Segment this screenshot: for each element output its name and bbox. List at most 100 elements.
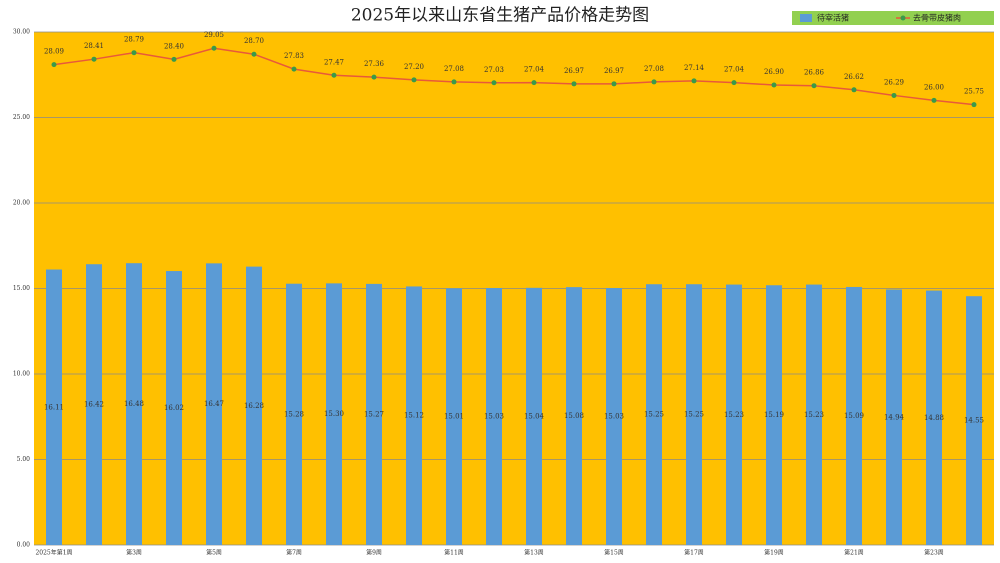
bar-value-label: 16.11 <box>44 403 64 411</box>
bar <box>766 285 782 545</box>
bar <box>606 287 622 545</box>
line-value-label: 27.04 <box>524 66 545 74</box>
bar-value-label: 15.25 <box>684 411 704 419</box>
bar <box>446 288 462 545</box>
line-marker <box>131 50 137 56</box>
bar-value-label: 15.09 <box>844 412 864 420</box>
x-tick-label: 第13周 <box>524 549 544 557</box>
line-marker <box>491 80 497 86</box>
line-marker <box>371 74 377 80</box>
x-tick-label: 第5周 <box>206 549 222 557</box>
y-tick-label: 10.00 <box>13 371 30 378</box>
bar-value-label: 14.94 <box>884 413 905 421</box>
x-tick-label: 第23周 <box>924 549 944 557</box>
bar <box>806 284 822 545</box>
legend-label: 待宰活猪 <box>817 13 849 23</box>
bar-value-label: 16.28 <box>244 402 264 410</box>
line-value-label: 28.40 <box>164 42 184 50</box>
bar-value-label: 15.08 <box>564 412 584 420</box>
bar-value-label: 15.28 <box>284 410 304 418</box>
line-marker <box>251 51 257 57</box>
line-value-label: 27.20 <box>404 63 424 71</box>
line-marker <box>971 102 977 108</box>
bar-value-label: 14.55 <box>964 417 984 425</box>
legend-label: 去骨带皮猪肉 <box>913 13 961 23</box>
bar <box>566 287 582 545</box>
line-value-label: 28.09 <box>44 48 64 56</box>
bar-value-label: 15.12 <box>404 412 424 420</box>
bar <box>246 266 262 545</box>
bar <box>126 263 142 545</box>
line-value-label: 27.14 <box>684 64 705 72</box>
line-value-label: 27.47 <box>324 58 344 66</box>
bar <box>206 263 222 545</box>
line-marker <box>891 92 897 98</box>
line-value-label: 26.29 <box>884 78 904 86</box>
bar-value-label: 15.03 <box>484 412 504 420</box>
x-tick-label: 第21周 <box>844 549 864 557</box>
line-marker <box>771 82 777 88</box>
bar-value-label: 15.30 <box>324 410 344 418</box>
bar <box>286 283 302 545</box>
line-marker <box>331 72 337 78</box>
bar-value-label: 16.42 <box>84 401 104 409</box>
line-marker <box>651 79 657 85</box>
bar <box>86 264 102 545</box>
bar-value-label: 15.04 <box>524 412 545 420</box>
bar <box>966 296 982 545</box>
line-value-label: 26.86 <box>804 69 825 77</box>
bar <box>926 290 942 545</box>
x-tick-label: 第17周 <box>684 549 704 557</box>
bar <box>846 286 862 545</box>
line-value-label: 27.08 <box>644 65 664 73</box>
line-value-label: 26.62 <box>844 73 864 81</box>
bar <box>486 287 502 545</box>
x-tick-label: 2025年第1周 <box>35 549 72 557</box>
line-marker <box>171 56 177 62</box>
line-marker <box>51 62 57 68</box>
bar <box>166 271 182 545</box>
x-tick-label: 第11周 <box>444 549 464 557</box>
bar-value-label: 15.19 <box>764 411 784 419</box>
x-tick-label: 第7周 <box>286 549 302 557</box>
line-marker <box>451 79 457 85</box>
bar <box>686 284 702 545</box>
line-marker <box>731 80 737 86</box>
y-tick-label: 25.00 <box>13 114 30 121</box>
line-marker <box>611 81 617 87</box>
line-value-label: 28.41 <box>84 42 104 50</box>
legend-swatch <box>800 14 812 22</box>
line-marker <box>931 97 937 103</box>
line-value-label: 27.03 <box>484 66 504 74</box>
line-value-label: 26.90 <box>764 68 784 76</box>
y-tick-label: 20.00 <box>13 200 30 207</box>
line <box>53 47 975 106</box>
line-value-label: 28.70 <box>244 37 264 45</box>
legend-box <box>792 11 994 25</box>
bar <box>726 284 742 545</box>
x-tick-label: 第3周 <box>126 549 142 557</box>
bar-value-label: 15.23 <box>724 411 744 419</box>
bar-value-label: 15.01 <box>444 413 464 421</box>
line-marker <box>851 87 857 93</box>
line-marker <box>571 81 577 87</box>
line-marker <box>531 80 537 86</box>
y-tick-label: 5.00 <box>17 456 31 463</box>
bar-value-label: 15.23 <box>804 411 824 419</box>
line-marker <box>211 45 217 51</box>
bar-value-label: 14.88 <box>924 414 944 422</box>
line-value-label: 29.05 <box>204 31 224 39</box>
line-value-label: 25.75 <box>964 88 984 96</box>
bar <box>886 289 902 545</box>
line-value-label: 27.83 <box>284 52 304 60</box>
legend-marker <box>900 15 906 21</box>
bar-value-label: 16.47 <box>204 400 224 408</box>
bar <box>406 286 422 545</box>
y-tick-label: 30.00 <box>13 29 30 36</box>
line-value-label: 28.79 <box>124 36 144 44</box>
line-value-label: 27.04 <box>724 66 745 74</box>
bar-value-label: 15.27 <box>364 410 384 418</box>
bar <box>526 287 542 545</box>
line-marker <box>291 66 297 72</box>
